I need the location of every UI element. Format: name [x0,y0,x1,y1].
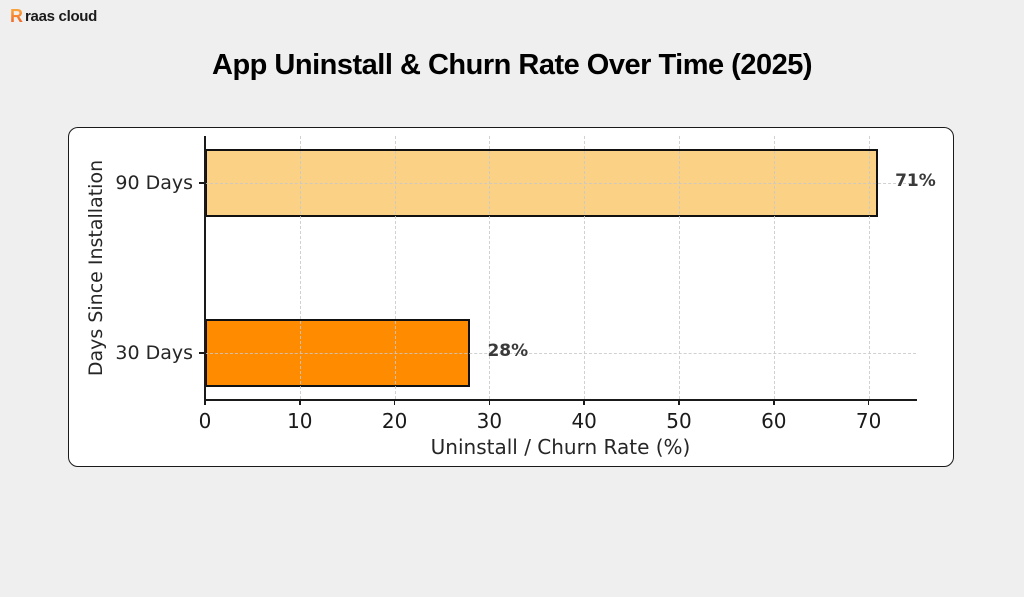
gridline-vertical [584,136,586,399]
raas-cloud-logo-icon: R [10,6,23,26]
x-axis-label: Uninstall / Churn Rate (%) [430,435,691,459]
x-tick-mark [299,399,301,405]
gridline-vertical [299,136,301,399]
x-tick-mark [488,399,491,405]
x-tick-label: 20 [381,409,408,433]
gridline-vertical [489,136,491,399]
gridline-vertical [394,136,396,399]
x-tick-label: 30 [476,409,503,433]
bar-value-label: 28% [487,341,529,361]
gridline-vertical [679,136,680,399]
x-tick-mark [204,399,206,405]
logo-text: raas cloud [25,7,98,25]
x-tick-label: 60 [761,409,787,433]
plot-area: Uninstall / Churn Rate (%) Days Since In… [85,136,936,459]
x-tick-label: 50 [666,409,692,433]
y-tick-mark [199,352,205,354]
x-tick-mark [678,399,680,405]
chart-card: Uninstall / Churn Rate (%) Days Since In… [68,127,954,467]
chart-title: App Uninstall & Churn Rate Over Time (20… [212,49,813,81]
x-tick-mark [583,399,585,405]
gridline-vertical [773,136,775,399]
x-tick-label: 70 [855,409,882,433]
y-tick-label: 30 Days [115,342,193,364]
y-tick-label: 90 Days [115,172,193,194]
x-tick-mark [773,399,775,405]
x-tick-label: 10 [287,409,313,433]
x-tick-mark [867,399,870,405]
x-tick-mark [393,399,396,405]
bar-value-label: 71% [895,171,936,191]
gridline-horizontal [205,353,916,354]
x-tick-label: 40 [571,409,597,433]
gridline-vertical [868,136,870,399]
logo: R raas cloud [10,7,97,25]
y-axis-spine [204,136,206,401]
x-axis-spine [204,399,917,401]
x-tick-label: 0 [198,409,212,433]
y-tick-mark [199,182,205,184]
gridline-horizontal [205,183,916,184]
